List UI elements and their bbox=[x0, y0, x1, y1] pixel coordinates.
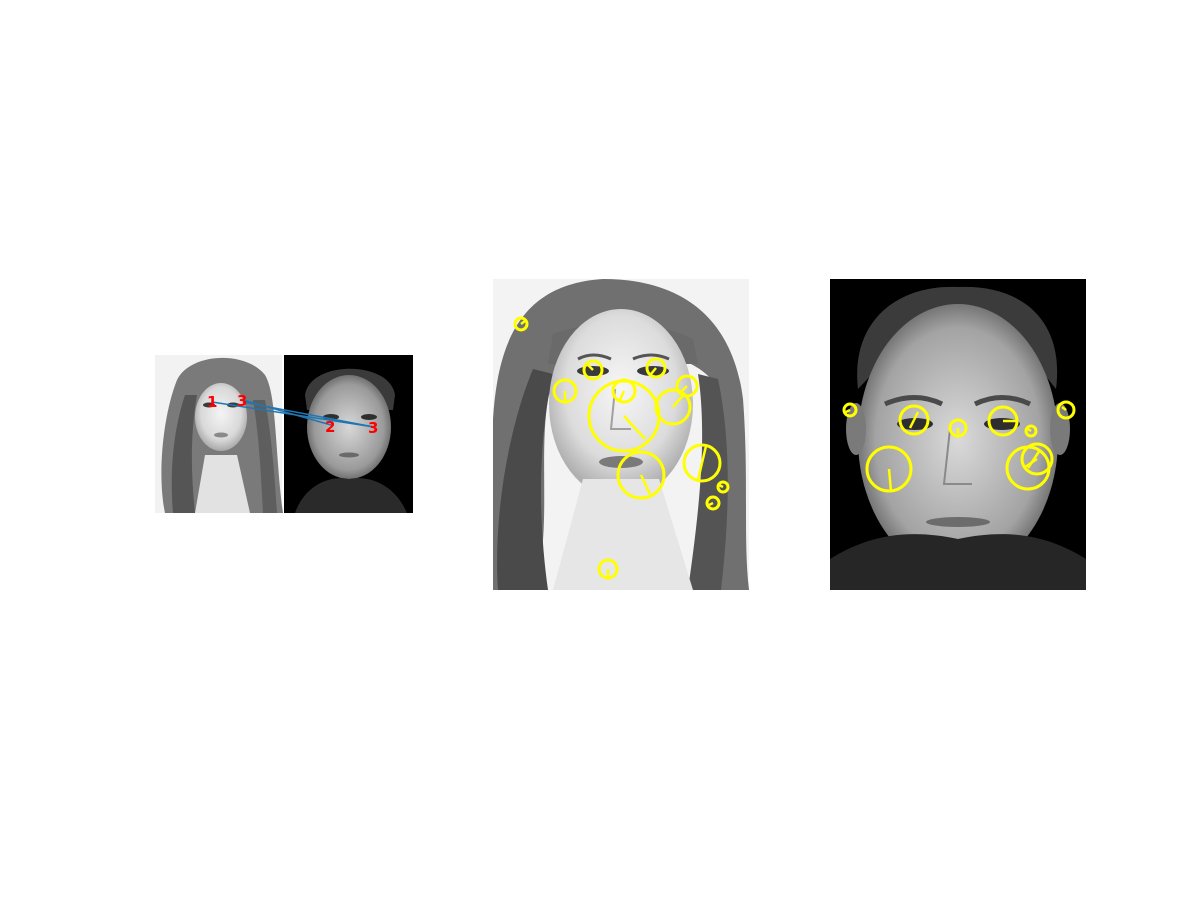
feature-marker bbox=[513, 316, 529, 332]
feature-marker bbox=[1024, 424, 1038, 438]
feature-marker bbox=[987, 405, 1019, 437]
female-face-image bbox=[493, 279, 749, 590]
match-label-right-2: 2 bbox=[325, 418, 335, 436]
female-thumbnail bbox=[155, 355, 283, 513]
feature-marker bbox=[616, 450, 666, 500]
feature-marker bbox=[645, 357, 667, 379]
feature-marker bbox=[842, 402, 858, 418]
male-feature-markers bbox=[842, 400, 1076, 493]
male-thumbnail bbox=[284, 355, 413, 513]
feature-marker bbox=[948, 418, 968, 438]
matched-pair-panel: 1 3 2 3 bbox=[155, 355, 413, 513]
feature-marker bbox=[865, 445, 913, 493]
match-line-3 bbox=[242, 401, 375, 428]
feature-marker bbox=[654, 388, 692, 426]
match-label-left-3: 3 bbox=[237, 392, 247, 410]
feature-marker bbox=[705, 495, 721, 511]
match-labels: 1 3 2 3 bbox=[207, 392, 378, 437]
match-lines bbox=[211, 399, 375, 428]
match-label-right-3: 3 bbox=[368, 419, 378, 437]
feature-marker bbox=[582, 359, 604, 381]
feature-marker bbox=[597, 558, 619, 580]
feature-marker bbox=[1020, 442, 1054, 476]
male-features-panel bbox=[830, 279, 1086, 590]
feature-marker bbox=[898, 404, 930, 436]
female-features-panel bbox=[493, 279, 749, 590]
feature-marker bbox=[552, 378, 578, 404]
feature-marker bbox=[716, 480, 730, 494]
feature-marker bbox=[1056, 400, 1076, 420]
match-label-left-1: 1 bbox=[207, 393, 217, 411]
female-feature-markers bbox=[513, 316, 730, 580]
feature-marker bbox=[682, 443, 722, 483]
